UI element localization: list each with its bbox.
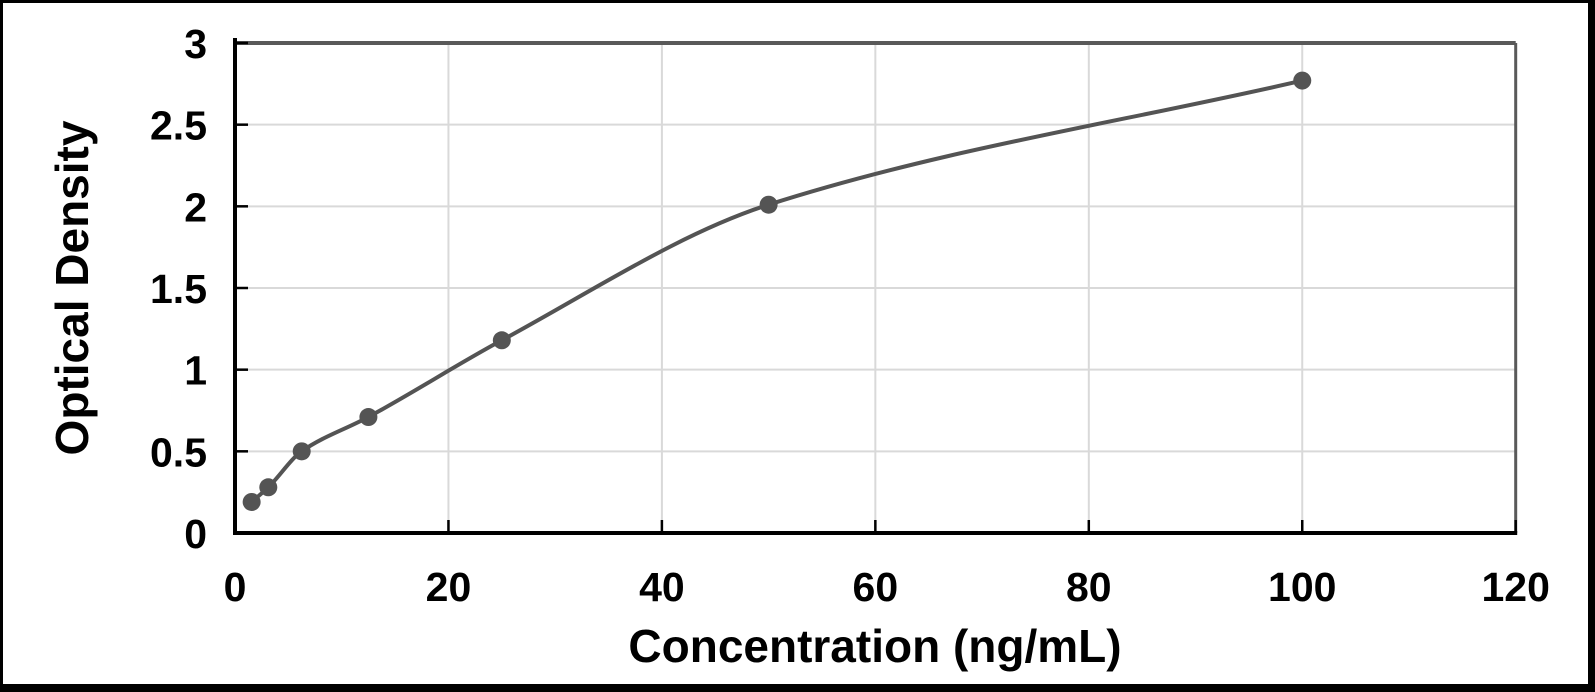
x-tick-label: 80 xyxy=(1066,564,1112,610)
standard-curve-line xyxy=(250,78,1303,504)
x-tick-label: 60 xyxy=(853,564,899,610)
x-axis-title: Concentration (ng/mL) xyxy=(628,620,1121,672)
plot-border xyxy=(235,41,1518,533)
data-point xyxy=(492,331,511,350)
x-axis-tick-labels: 0 20 40 60 80 100 120 xyxy=(224,564,1550,610)
x-tick-label: 20 xyxy=(426,564,472,610)
y-tick-label: 0 xyxy=(184,511,207,557)
y-tick-label: 2 xyxy=(184,184,207,230)
axis-ticks xyxy=(235,41,1517,533)
y-tick-label: 3 xyxy=(184,21,207,67)
gridlines xyxy=(235,43,1516,533)
data-point xyxy=(759,195,778,214)
data-point xyxy=(242,492,261,511)
data-points xyxy=(242,71,1312,511)
y-tick-label: 1.5 xyxy=(150,266,207,312)
y-tick-label: 1 xyxy=(184,348,207,394)
y-axis-tick-labels: 0 0.5 1 1.5 2 2.5 3 xyxy=(150,21,207,557)
x-tick-label: 100 xyxy=(1268,564,1336,610)
data-point xyxy=(359,408,378,427)
y-tick-label: 0.5 xyxy=(150,429,207,475)
data-point xyxy=(292,442,311,461)
x-tick-label: 40 xyxy=(639,564,685,610)
data-point xyxy=(1293,71,1312,90)
y-axis-title: Optical Density xyxy=(46,120,98,455)
x-tick-label: 0 xyxy=(224,564,247,610)
data-point xyxy=(259,478,278,497)
x-tick-label: 120 xyxy=(1481,564,1549,610)
y-tick-label: 2.5 xyxy=(150,103,207,149)
standard-curve-chart: 0 20 40 60 80 100 120 0 0.5 1 1.5 2 2.5 3 Concentrat… xyxy=(46,21,1550,672)
